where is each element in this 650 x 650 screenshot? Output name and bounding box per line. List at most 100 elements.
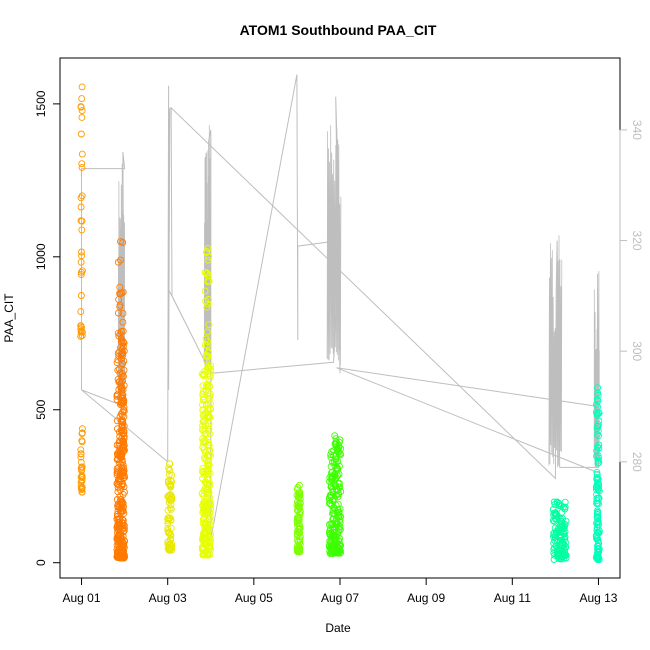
data-point — [78, 472, 86, 480]
data-point — [207, 545, 215, 553]
data-point — [559, 529, 567, 537]
data-point — [331, 475, 339, 483]
data-point — [78, 467, 86, 475]
data-point — [200, 540, 208, 548]
data-point — [118, 538, 126, 546]
data-point — [293, 486, 301, 494]
data-point — [549, 506, 557, 513]
data-point — [119, 239, 127, 246]
data-point — [78, 267, 86, 275]
data-point — [294, 516, 302, 524]
data-point — [551, 533, 559, 541]
data-point — [334, 527, 342, 535]
data-point — [115, 352, 123, 360]
chart-title: ATOM1 Southbound PAA_CIT — [240, 22, 437, 38]
data-point — [593, 552, 601, 560]
data-point — [295, 481, 303, 489]
data-point — [206, 372, 214, 380]
data-point — [331, 455, 339, 463]
data-point — [330, 458, 338, 466]
x-tick-label: Aug 05 — [235, 591, 273, 605]
data-point — [331, 432, 339, 440]
data-point — [294, 502, 302, 510]
data-point — [204, 278, 212, 286]
data-point — [78, 226, 86, 234]
data-point — [595, 432, 602, 440]
data-point — [207, 405, 215, 413]
data-point — [118, 350, 126, 357]
data-point — [204, 338, 211, 346]
data-point — [326, 550, 334, 557]
data-point — [120, 422, 128, 430]
data-point — [551, 501, 559, 508]
data-point — [594, 392, 602, 399]
data-point — [333, 486, 340, 494]
data-point — [329, 546, 337, 554]
y2-tick-label: 340 — [630, 120, 644, 140]
data-point — [117, 256, 124, 264]
data-point — [295, 504, 303, 512]
data-point — [204, 422, 212, 430]
data-point — [167, 539, 175, 547]
data-point — [557, 555, 565, 563]
data-point — [296, 529, 304, 537]
data-point — [164, 524, 172, 532]
data-point — [199, 464, 207, 472]
x-tick-label: Aug 03 — [149, 591, 187, 605]
data-point — [203, 303, 211, 311]
data-point — [119, 318, 127, 326]
data-point — [78, 248, 85, 256]
data-point — [113, 553, 121, 561]
data-point — [78, 95, 86, 103]
data-point — [167, 535, 174, 543]
data-point — [113, 441, 121, 449]
data-point — [334, 506, 342, 514]
data-point — [116, 290, 124, 298]
data-point — [77, 446, 85, 454]
y2-tick-label: 300 — [630, 341, 644, 361]
data-point — [201, 268, 209, 276]
data-point — [114, 309, 122, 317]
data-point — [204, 462, 212, 469]
data-point — [336, 436, 344, 444]
data-point — [595, 529, 603, 537]
data-point — [118, 525, 126, 533]
data-point — [555, 501, 563, 509]
data-point — [594, 494, 602, 502]
data-point — [296, 498, 304, 506]
data-point — [594, 499, 601, 507]
data-point — [78, 83, 86, 91]
data-point — [204, 256, 212, 264]
data-point — [201, 436, 209, 444]
data-point — [119, 516, 126, 524]
y-tick-label: 0 — [34, 559, 48, 566]
data-point — [593, 491, 600, 499]
data-point — [113, 465, 121, 473]
data-point — [204, 457, 212, 465]
data-point — [562, 517, 570, 525]
data-point — [335, 544, 343, 552]
data-point — [199, 393, 207, 401]
data-point — [113, 391, 121, 399]
data-point — [77, 450, 85, 458]
data-point — [202, 400, 210, 408]
data-point — [77, 327, 85, 335]
data-point — [205, 253, 213, 261]
data-point — [115, 332, 123, 340]
data-point — [121, 488, 128, 496]
data-point — [204, 460, 212, 468]
data-point — [202, 351, 210, 359]
data-point — [333, 515, 340, 523]
y2-tick-label: 320 — [630, 231, 644, 251]
data-point — [121, 537, 128, 545]
data-point — [78, 328, 86, 336]
data-point — [113, 359, 121, 367]
data-point — [77, 268, 85, 276]
data-point — [78, 150, 86, 158]
data-point — [205, 447, 213, 455]
data-point — [595, 459, 603, 466]
data-point — [296, 547, 303, 555]
x-tick-label: Aug 13 — [579, 591, 617, 605]
data-point — [205, 425, 213, 433]
data-point — [198, 426, 206, 433]
